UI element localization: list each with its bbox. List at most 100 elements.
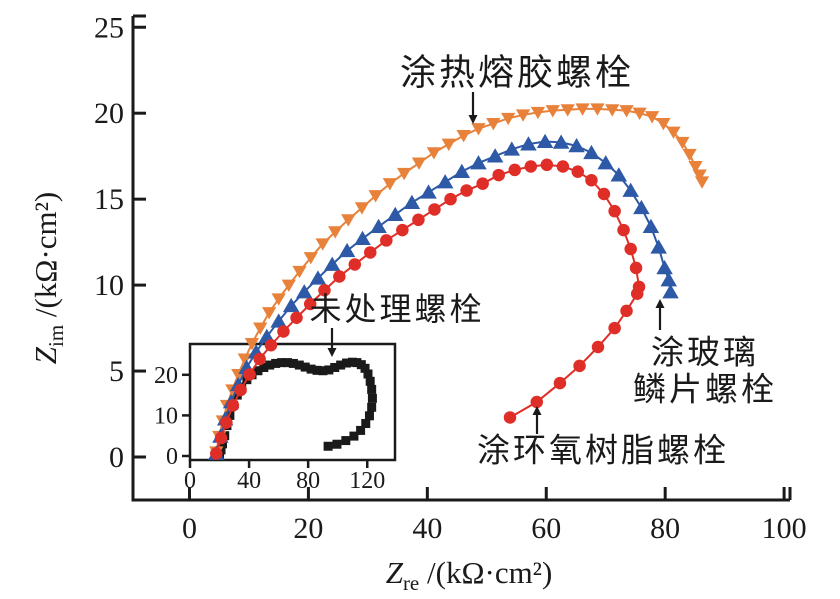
marker-triangle-up bbox=[568, 137, 585, 153]
marker-square bbox=[323, 441, 333, 451]
inset-y-tick-label: 0 bbox=[166, 444, 178, 470]
marker-triangle-up bbox=[662, 284, 679, 299]
inset-x-tick-label: 120 bbox=[349, 468, 385, 494]
marker-triangle-up bbox=[656, 260, 673, 275]
marker-triangle-up bbox=[552, 134, 570, 149]
marker-circle bbox=[318, 284, 331, 297]
marker-square bbox=[336, 360, 346, 370]
marker-circle bbox=[629, 261, 643, 275]
marker-triangle-up bbox=[520, 136, 537, 151]
series-hot-melt-glue-bolt bbox=[209, 103, 710, 459]
marker-circle bbox=[264, 339, 278, 352]
marker-square bbox=[288, 358, 298, 368]
marker-square bbox=[361, 419, 371, 429]
marker-triangle-down bbox=[328, 226, 343, 239]
marker-circle bbox=[303, 297, 317, 311]
marker-triangle-down bbox=[411, 157, 427, 170]
marker-triangle-up bbox=[622, 182, 639, 197]
marker-square bbox=[367, 384, 377, 394]
marker-triangle-down bbox=[605, 104, 620, 117]
marker-triangle-down bbox=[682, 148, 697, 162]
marker-square bbox=[360, 363, 370, 373]
x-tick-label: 80 bbox=[650, 512, 680, 545]
marker-circle bbox=[412, 213, 425, 227]
y-tick-label: 15 bbox=[94, 183, 124, 216]
marker-triangle-down bbox=[619, 105, 634, 118]
marker-square bbox=[364, 411, 374, 421]
marker-triangle-down bbox=[656, 117, 671, 131]
marker-triangle-down bbox=[382, 178, 398, 191]
marker-square bbox=[365, 376, 375, 386]
marker-triangle-down bbox=[244, 338, 260, 351]
marker-circle bbox=[234, 383, 247, 397]
marker-circle bbox=[428, 203, 441, 216]
x-tick-label: 100 bbox=[762, 512, 807, 545]
marker-circle bbox=[476, 177, 489, 190]
marker-circle bbox=[460, 184, 473, 197]
marker-triangle-down bbox=[644, 111, 660, 124]
marker-circle bbox=[630, 287, 644, 300]
marker-triangle-down bbox=[354, 202, 370, 215]
marker-square bbox=[253, 366, 263, 376]
marker-square bbox=[282, 358, 292, 368]
marker-triangle-down bbox=[441, 138, 456, 151]
marker-triangle-up bbox=[453, 163, 471, 179]
marker-square bbox=[318, 366, 328, 376]
annotation-text: 鳞片螺栓 bbox=[633, 372, 777, 409]
marker-triangle-up bbox=[642, 218, 660, 234]
annotation-arrow-head bbox=[532, 406, 542, 415]
marker-triangle-down bbox=[675, 136, 690, 150]
marker-triangle-down bbox=[632, 107, 647, 121]
y-tick-label: 5 bbox=[109, 355, 124, 388]
annotation-arrow-head bbox=[468, 115, 478, 124]
marker-circle bbox=[608, 321, 621, 335]
inset-y-tick-label: 10 bbox=[154, 403, 178, 429]
y-axis-title: Zim /(kΩ·cm²) bbox=[28, 192, 68, 364]
marker-square bbox=[324, 365, 334, 375]
marker-triangle-down bbox=[666, 126, 681, 139]
annotation-arrow-head bbox=[327, 348, 337, 357]
annotation-untreated-label: 未处理螺栓 bbox=[309, 291, 482, 357]
marker-triangle-down bbox=[545, 105, 560, 118]
marker-triangle-up bbox=[282, 297, 300, 313]
marker-triangle-down bbox=[271, 293, 286, 306]
marker-square bbox=[363, 369, 373, 379]
marker-triangle-down bbox=[303, 252, 318, 265]
marker-circle bbox=[540, 158, 554, 172]
marker-square bbox=[277, 358, 287, 368]
marker-triangle-up bbox=[436, 174, 454, 189]
marker-triangle-up bbox=[403, 194, 421, 209]
marker-circle bbox=[624, 242, 637, 256]
marker-circle bbox=[290, 311, 303, 325]
marker-triangle-up bbox=[370, 218, 387, 234]
marker-triangle-up bbox=[354, 230, 371, 246]
marker-circle bbox=[492, 168, 505, 182]
marker-circle bbox=[396, 223, 409, 237]
inset-x-tick-label: 40 bbox=[237, 468, 261, 494]
marker-circle bbox=[333, 270, 346, 283]
y-tick-label: 0 bbox=[109, 441, 124, 474]
marker-circle bbox=[553, 376, 567, 390]
marker-circle bbox=[571, 165, 585, 178]
marker-circle bbox=[210, 447, 223, 460]
inset-frame bbox=[188, 342, 397, 462]
marker-triangle-down bbox=[262, 307, 277, 320]
marker-triangle-up bbox=[633, 199, 650, 215]
marker-triangle-up bbox=[583, 144, 600, 160]
marker-circle bbox=[220, 416, 233, 429]
marker-triangle-down bbox=[397, 167, 412, 181]
inset-y-tick-label: 20 bbox=[154, 363, 178, 389]
y-tick-label: 10 bbox=[94, 269, 124, 302]
marker-triangle-up bbox=[503, 141, 521, 156]
x-tick-label: 20 bbox=[293, 512, 323, 545]
marker-triangle-down bbox=[575, 103, 590, 116]
x-tick-label: 0 bbox=[182, 512, 197, 545]
marker-triangle-down bbox=[341, 214, 356, 227]
marker-square bbox=[367, 402, 377, 412]
marker-circle bbox=[530, 395, 543, 409]
marker-triangle-up bbox=[650, 239, 667, 254]
annotation-text: 涂环氧树脂螺栓 bbox=[477, 433, 729, 470]
